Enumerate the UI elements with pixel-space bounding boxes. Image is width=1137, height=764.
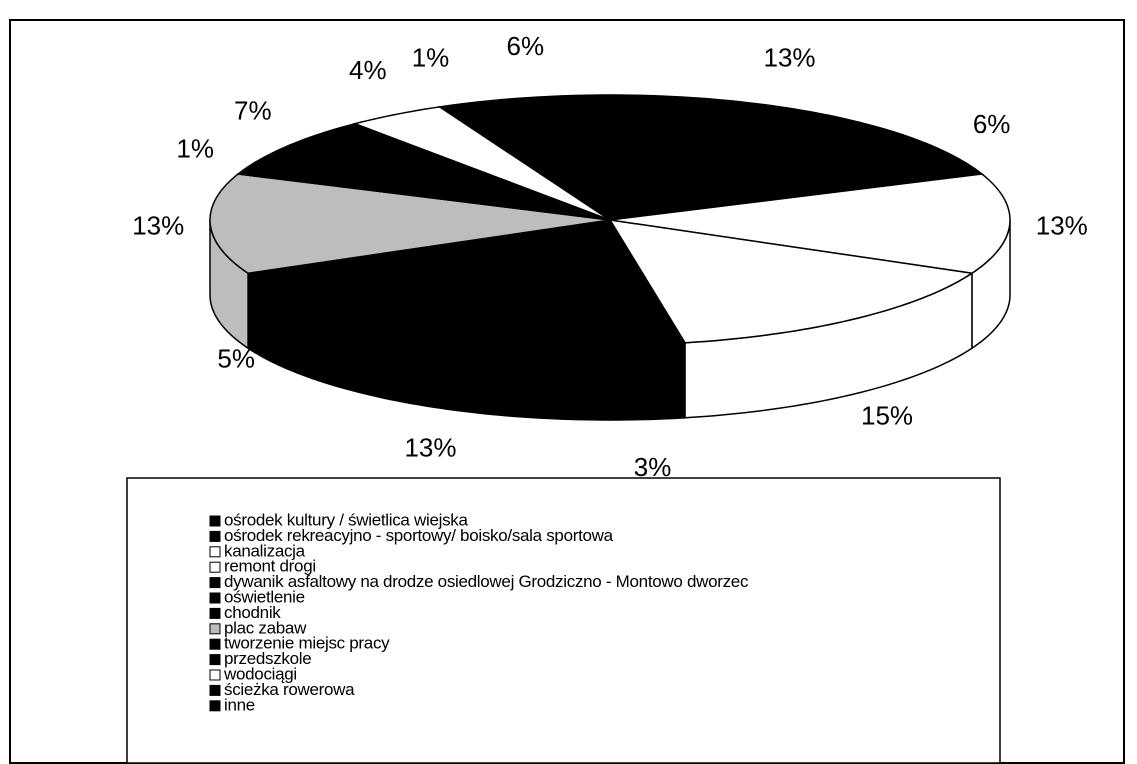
data-label: 6% (973, 109, 1011, 139)
legend-swatch (209, 684, 221, 696)
legend-swatch (209, 623, 221, 635)
legend-swatch (209, 546, 221, 558)
data-label: 7% (234, 96, 272, 126)
data-label: 13% (1036, 211, 1088, 241)
legend-label: remont drogi (224, 557, 316, 576)
legend-label: chodnik (224, 603, 281, 622)
legend-swatch (209, 638, 221, 650)
slice (352, 106, 611, 221)
legend-swatch (209, 515, 221, 527)
legend-label: kanalizacja (224, 541, 306, 560)
legend-label: tworzenie miejsc pracy (224, 634, 390, 653)
legend-label: plac zabaw (224, 618, 307, 637)
data-label: 13% (132, 211, 184, 241)
slice (608, 219, 975, 344)
slice (245, 122, 611, 221)
data-label: 3% (634, 452, 672, 482)
legend-swatch (209, 700, 221, 712)
legend-swatch (209, 654, 221, 666)
legend-label: inne (224, 695, 255, 714)
data-label: 1% (176, 133, 214, 163)
data-label: 1% (412, 42, 450, 72)
legend-swatch (209, 530, 221, 542)
legend-label: wodociągi (223, 664, 297, 683)
slice (209, 173, 611, 275)
legend-swatch (209, 607, 221, 619)
legend-swatch (209, 669, 221, 681)
slice (460, 94, 611, 222)
legend-label: ścieżka rowerowa (224, 680, 355, 699)
data-label: 13% (404, 432, 456, 462)
legend-label: oświetlenie (224, 587, 305, 606)
slice (245, 219, 611, 307)
legend-label: przedszkole (224, 649, 311, 668)
data-label: 4% (349, 55, 387, 85)
slice (609, 217, 687, 346)
legend-label: ośrodek rekreacyjno - sportowy/ boisko/s… (224, 526, 614, 545)
legend-swatch (209, 592, 221, 604)
legend-swatch (209, 577, 221, 589)
slice (609, 133, 984, 221)
data-label: 13% (763, 42, 815, 72)
legend-swatch (209, 561, 221, 573)
legend-label: dywanik asfaltowy na drodze osiedlowej G… (224, 572, 749, 591)
slice (609, 173, 1011, 275)
slice (609, 94, 905, 222)
legend-box (126, 477, 1001, 764)
data-label: 6% (507, 31, 545, 61)
data-label: 15% (861, 400, 913, 430)
legend-label: ośrodek kultury / świetlica wiejska (224, 510, 468, 529)
slice-side (609, 341, 686, 421)
data-label: 5% (217, 343, 255, 373)
slice (315, 218, 611, 346)
